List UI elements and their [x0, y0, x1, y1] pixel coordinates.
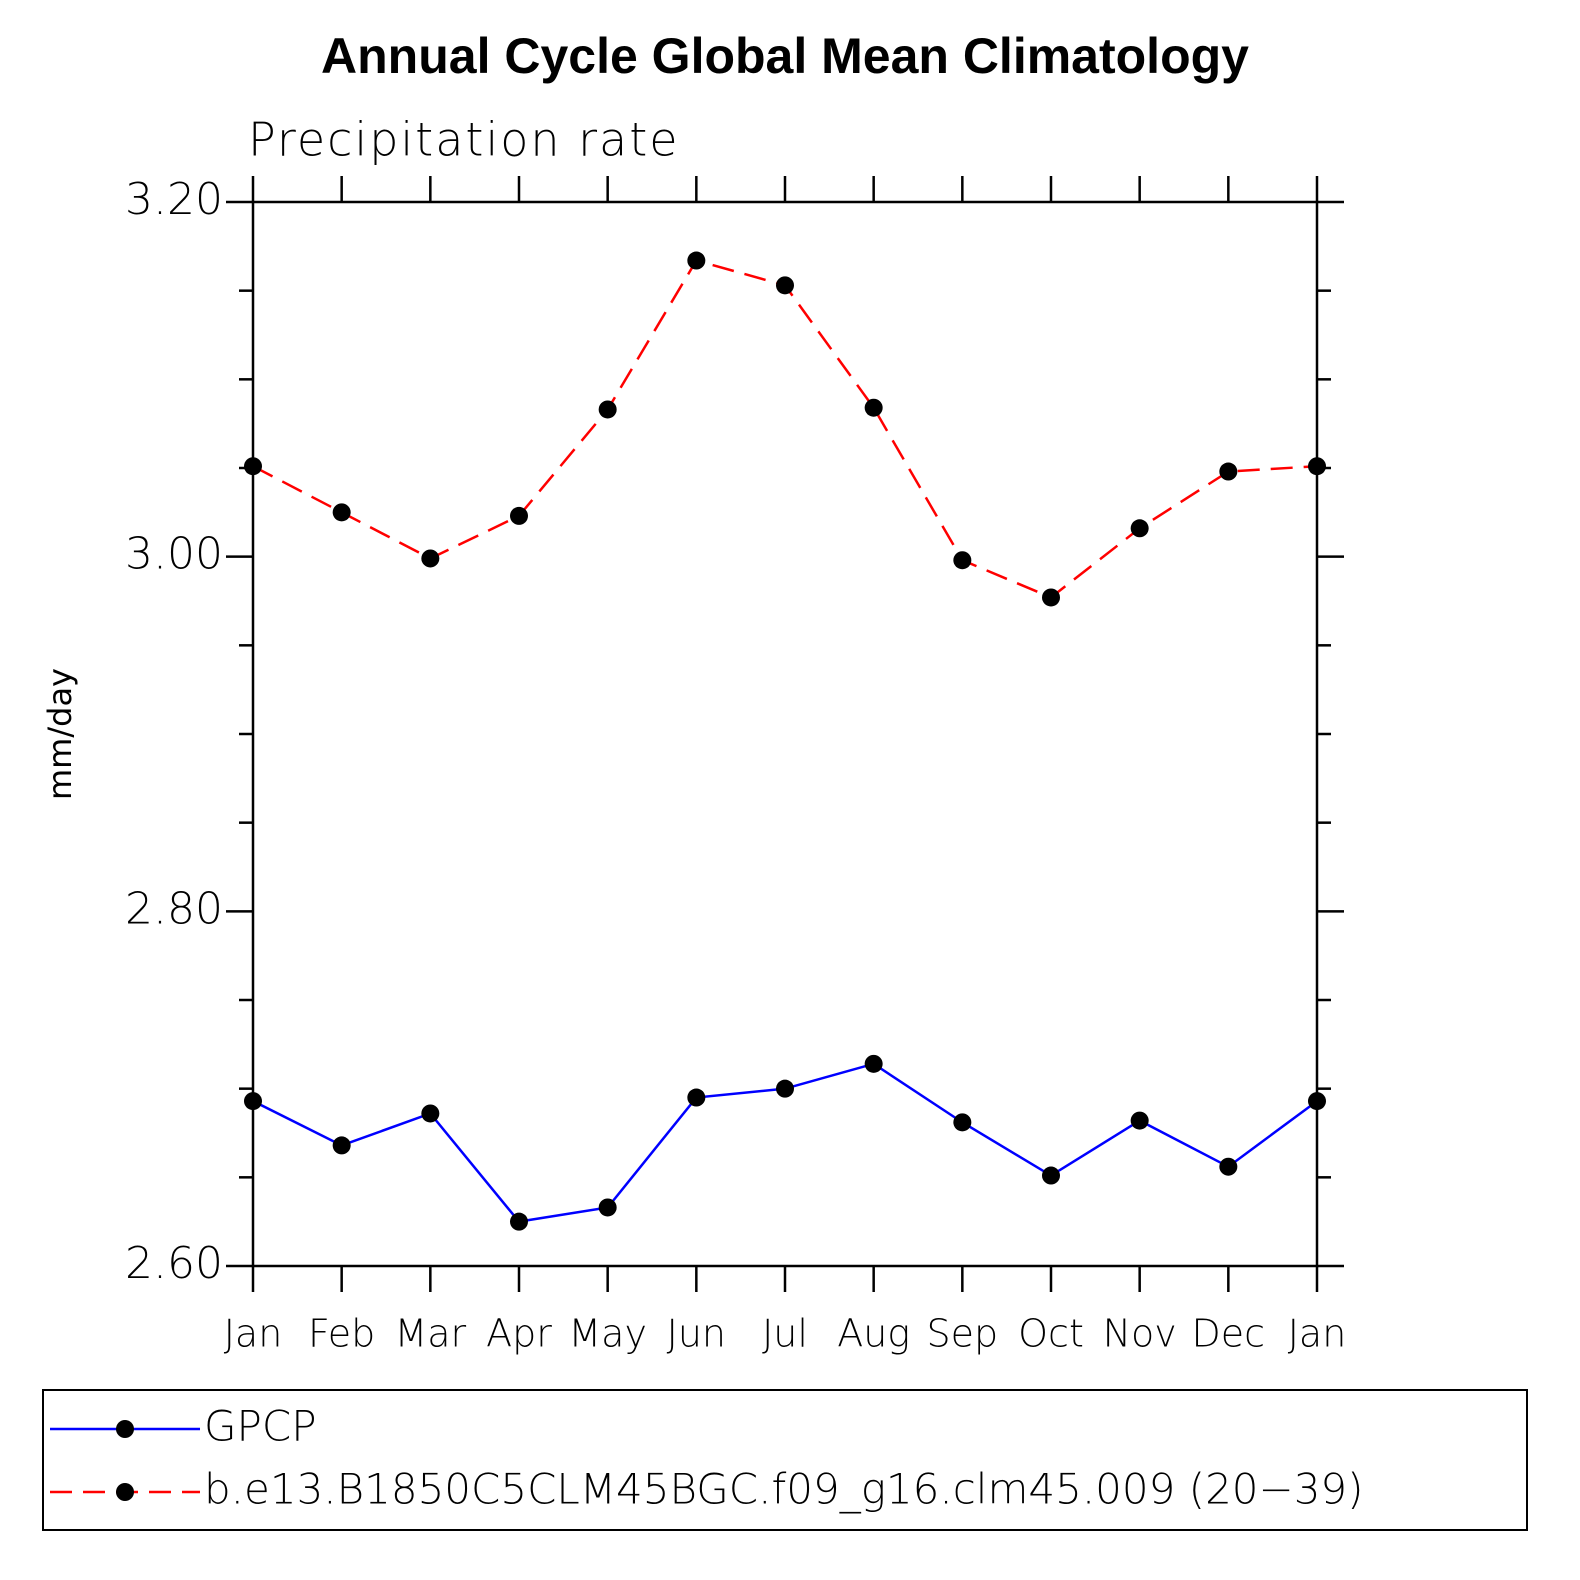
x-tick-label: Mar: [394, 1312, 466, 1356]
data-point: [1219, 1157, 1238, 1176]
y-tick-label: 3.20: [125, 174, 223, 225]
chart-title: Annual Cycle Global Mean Climatology: [321, 28, 1249, 84]
x-tick-label: Jan: [224, 1312, 283, 1356]
y-tick-label: 2.60: [125, 1238, 223, 1289]
legend-box: [42, 1389, 1528, 1531]
data-point: [332, 1136, 351, 1155]
x-tick-label: Oct: [1018, 1312, 1084, 1356]
x-tick-label: Jun: [667, 1312, 726, 1356]
data-point: [598, 1198, 617, 1217]
data-point: [687, 251, 706, 270]
data-point: [1130, 519, 1149, 538]
chart-subtitle: Precipitation rate: [248, 113, 680, 167]
plot-frame: [251, 200, 1319, 1268]
data-point: [1042, 588, 1060, 607]
legend-marker: [116, 1483, 134, 1501]
series-line: [252, 259, 1318, 599]
data-point: [244, 457, 262, 476]
x-tick-label: Dec: [1192, 1312, 1266, 1356]
data-point: [776, 276, 794, 295]
y-tick-label: 2.80: [125, 883, 223, 934]
legend-label: b.e13.B1850C5CLM45BGC.f09_g16.clm45.009 …: [204, 1465, 1364, 1514]
x-tick-label: Apr: [486, 1312, 552, 1356]
y-tick-label: 3.00: [125, 529, 223, 580]
x-tick-label: Sep: [927, 1312, 999, 1356]
data-point: [598, 400, 617, 419]
data-point: [864, 398, 883, 417]
x-tick-label: Aug: [837, 1312, 910, 1356]
data-point: [1042, 1166, 1060, 1185]
data-point: [687, 1088, 706, 1107]
y-axis-label: mm/day: [41, 668, 79, 800]
legend-marker: [116, 1420, 134, 1438]
legend-label: GPCP: [204, 1402, 317, 1451]
x-tick-label: Feb: [308, 1312, 375, 1356]
data-point: [1219, 462, 1238, 481]
data-point: [421, 549, 440, 568]
data-point: [864, 1054, 883, 1073]
data-point: [953, 1113, 972, 1132]
x-tick-label: May: [568, 1312, 647, 1356]
data-point: [776, 1079, 794, 1098]
data-point: [1308, 1092, 1326, 1111]
data-point: [1308, 457, 1326, 476]
data-point: [1130, 1111, 1149, 1130]
data-point: [332, 503, 351, 522]
data-point: [510, 506, 528, 525]
x-tick-label: Jul: [762, 1312, 808, 1356]
data-point: [421, 1104, 440, 1123]
data-point: [510, 1212, 528, 1231]
data-point: [953, 551, 972, 570]
data-point: [244, 1092, 262, 1111]
x-tick-label: Nov: [1103, 1312, 1177, 1356]
x-tick-label: Jan: [1288, 1312, 1347, 1356]
